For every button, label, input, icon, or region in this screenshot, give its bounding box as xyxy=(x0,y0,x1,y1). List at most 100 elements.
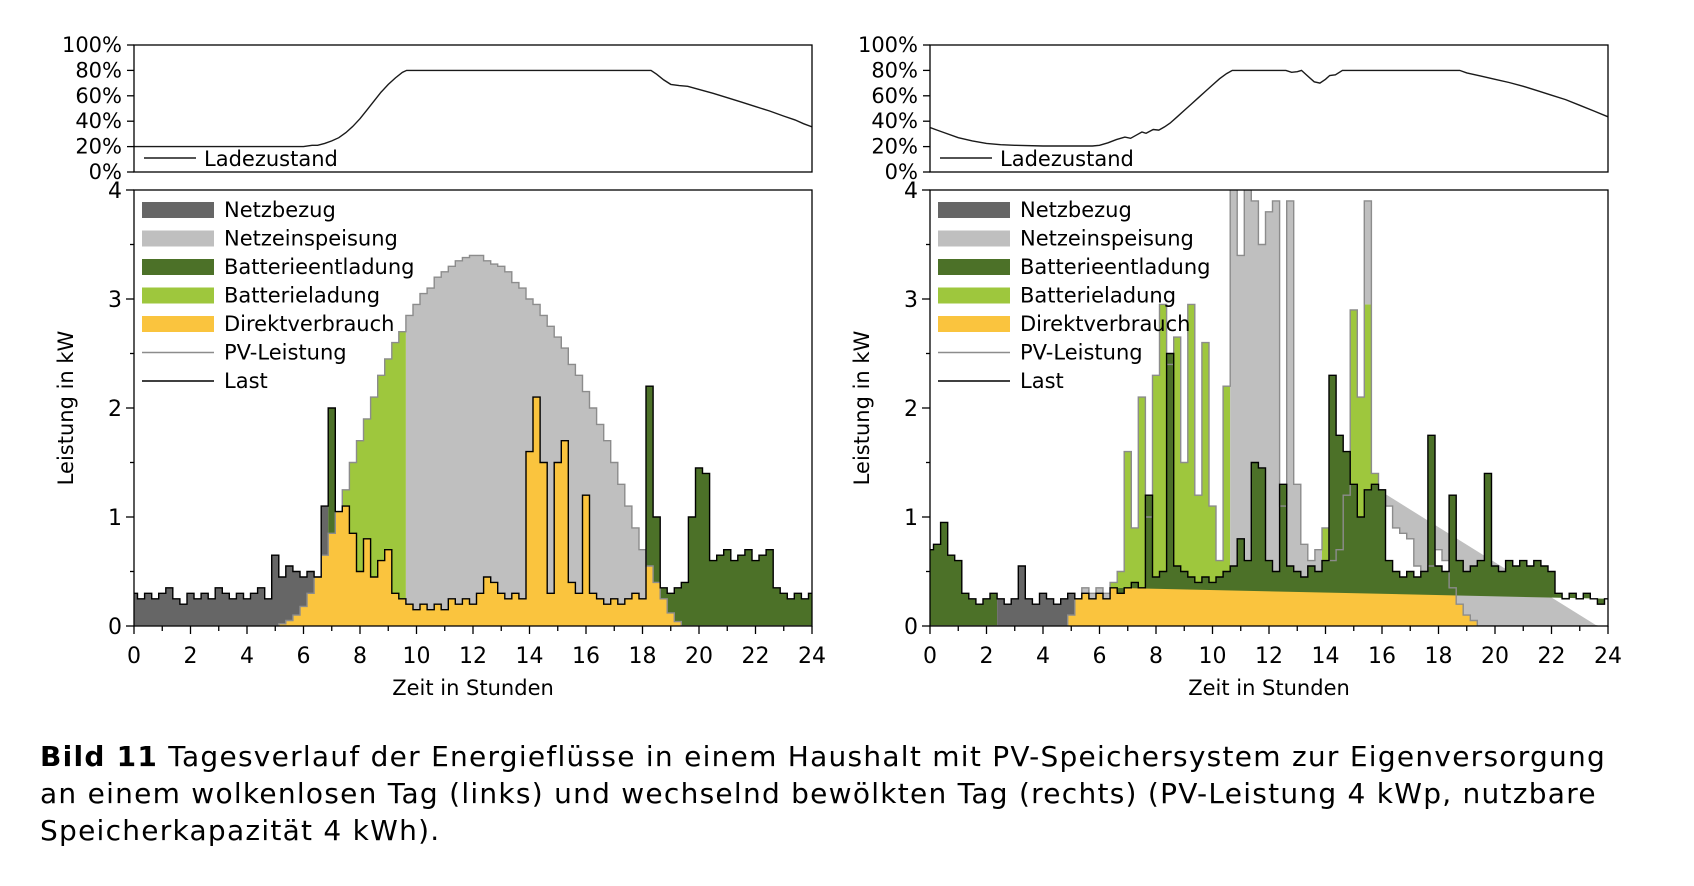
x-tick-label: 24 xyxy=(798,644,826,669)
x-tick-label: 22 xyxy=(742,644,770,669)
legend-label-pv_line: PV-Leistung xyxy=(224,341,347,365)
area-netzbezug xyxy=(134,506,329,626)
legend-swatch-batterieentladung xyxy=(142,259,214,275)
soc-line xyxy=(134,69,812,148)
soc-y-tick-label: 60% xyxy=(75,84,122,108)
area-batterieentladung xyxy=(328,386,812,626)
legend-label-last_line: Last xyxy=(224,369,268,393)
caption-line-3: Speicherkapazität 4 kWh). xyxy=(40,814,441,847)
legend-label-batterieentladung: Batterieentladung xyxy=(224,255,415,279)
soc-line xyxy=(930,69,1608,147)
soc-y-tick-label: 0% xyxy=(885,160,918,184)
x-tick-label: 0 xyxy=(923,644,937,669)
x-tick-label: 8 xyxy=(353,644,367,669)
x-tick-label: 18 xyxy=(629,644,657,669)
soc-y-tick-label: 20% xyxy=(871,135,918,159)
legend-label-batterieladung: Batterieladung xyxy=(1020,284,1176,308)
x-tick-label: 16 xyxy=(1368,644,1396,669)
figure-caption: Bild 11 Tagesverlauf der Energieflüsse i… xyxy=(40,738,1670,849)
x-tick-label: 0 xyxy=(127,644,141,669)
x-tick-label: 6 xyxy=(297,644,311,669)
soc-y-tick-label: 40% xyxy=(75,109,122,133)
legend-label-direktverbrauch: Direktverbrauch xyxy=(224,312,394,336)
legend-label-last_line: Last xyxy=(1020,369,1064,393)
soc-y-tick-label: 100% xyxy=(62,33,122,57)
x-axis-title: Zeit in Stunden xyxy=(392,676,554,700)
soc-y-tick-label: 80% xyxy=(871,58,918,82)
y-axis-title: Leistung in kW xyxy=(852,330,874,485)
soc-legend-label: Ladezustand xyxy=(1000,147,1134,171)
area-batterieladung xyxy=(1110,304,1231,594)
area-batterieentladung xyxy=(1110,353,1608,605)
x-tick-label: 6 xyxy=(1093,644,1107,669)
x-tick-label: 10 xyxy=(1199,644,1227,669)
legend-swatch-batterieladung xyxy=(142,287,214,304)
legend-swatch-netzbezug xyxy=(938,202,1010,218)
x-tick-label: 14 xyxy=(516,644,544,669)
x-tick-label: 18 xyxy=(1425,644,1453,669)
legend-swatch-netzbezug xyxy=(142,202,214,218)
x-tick-label: 12 xyxy=(1255,644,1283,669)
x-tick-label: 16 xyxy=(572,644,600,669)
y-tick-label: 3 xyxy=(108,288,122,313)
legend-swatch-netzeinspeisung xyxy=(938,230,1010,247)
soc-y-tick-label: 0% xyxy=(89,160,122,184)
x-tick-label: 4 xyxy=(240,644,254,669)
x-tick-label: 24 xyxy=(1594,644,1622,669)
legend-swatch-batterieladung xyxy=(938,287,1010,304)
caption-line-1: Bild 11 Tagesverlauf der Energieflüsse i… xyxy=(40,740,1607,773)
area-netzeinspeisung xyxy=(405,255,654,610)
x-tick-label: 8 xyxy=(1149,644,1163,669)
legend-label-netzeinspeisung: Netzeinspeisung xyxy=(224,227,398,251)
legend-label-netzeinspeisung: Netzeinspeisung xyxy=(1020,227,1194,251)
x-tick-label: 2 xyxy=(184,644,198,669)
y-tick-label: 4 xyxy=(904,179,918,204)
soc-y-tick-label: 80% xyxy=(75,58,122,82)
x-tick-label: 22 xyxy=(1538,644,1566,669)
y-tick-label: 0 xyxy=(904,615,918,640)
y-tick-label: 0 xyxy=(108,615,122,640)
legend-swatch-direktverbrauch xyxy=(142,316,214,332)
legend-label-netzbezug: Netzbezug xyxy=(1020,198,1132,222)
x-tick-label: 12 xyxy=(459,644,487,669)
legend-label-batterieladung: Batterieladung xyxy=(224,284,380,308)
x-tick-label: 10 xyxy=(403,644,431,669)
caption-line-2: an einem wolkenlosen Tag (links) und wec… xyxy=(40,777,1597,810)
y-axis-title: Leistung in kW xyxy=(56,330,78,485)
y-tick-label: 2 xyxy=(108,397,122,422)
x-tick-label: 4 xyxy=(1036,644,1050,669)
soc-y-tick-label: 40% xyxy=(871,109,918,133)
legend-swatch-batterieentladung xyxy=(938,259,1010,275)
soc-plot-border xyxy=(929,44,1609,173)
last-line xyxy=(930,352,1608,605)
legend-label-netzbezug: Netzbezug xyxy=(224,198,336,222)
area-netzeinspeisung xyxy=(1230,190,1322,577)
legend-swatch-direktverbrauch xyxy=(938,316,1010,332)
y-tick-label: 4 xyxy=(108,179,122,204)
y-tick-label: 1 xyxy=(108,506,122,531)
y-tick-label: 2 xyxy=(904,397,918,422)
area-batterieladung xyxy=(328,331,406,599)
soc-y-tick-label: 60% xyxy=(871,84,918,108)
soc-y-tick-label: 20% xyxy=(75,135,122,159)
x-tick-label: 20 xyxy=(685,644,713,669)
y-tick-label: 3 xyxy=(904,288,918,313)
area-netzbezug xyxy=(997,566,1111,626)
legend-swatch-netzeinspeisung xyxy=(142,230,214,247)
caption-figure-label: Bild 11 xyxy=(40,740,159,773)
x-tick-label: 20 xyxy=(1481,644,1509,669)
soc-legend-label: Ladezustand xyxy=(204,147,338,171)
area-batterieentladung xyxy=(930,522,998,626)
soc-y-tick-label: 100% xyxy=(858,33,918,57)
x-tick-label: 2 xyxy=(980,644,994,669)
legend-label-direktverbrauch: Direktverbrauch xyxy=(1020,312,1190,336)
legend-label-pv_line: PV-Leistung xyxy=(1020,341,1143,365)
x-axis-title: Zeit in Stunden xyxy=(1188,676,1350,700)
x-tick-label: 14 xyxy=(1312,644,1340,669)
legend-label-batterieentladung: Batterieentladung xyxy=(1020,255,1211,279)
soc-plot-border xyxy=(133,44,813,173)
last-line xyxy=(134,385,812,611)
y-tick-label: 1 xyxy=(904,506,918,531)
